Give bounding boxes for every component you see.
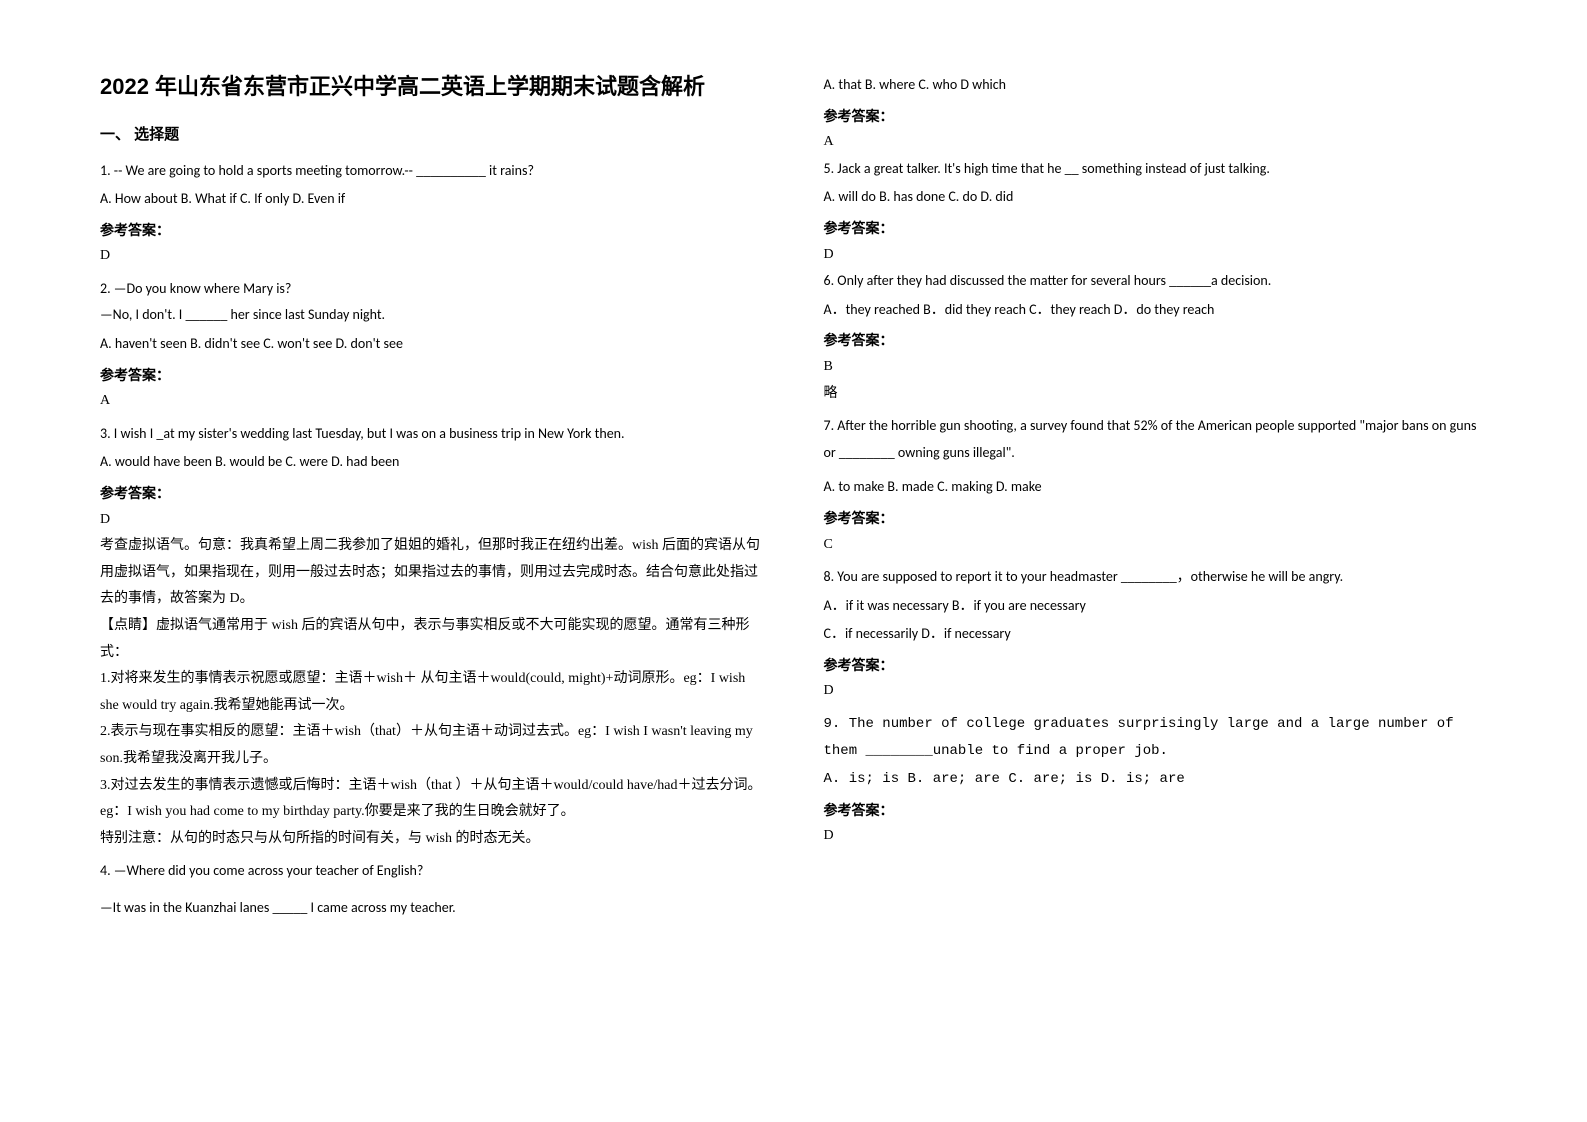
q8-answer: D: [824, 678, 1488, 705]
q2-options: A. haven't seen B. didn't see C. won't s…: [100, 331, 764, 358]
q4-line1: 4. —Where did you come across your teach…: [100, 858, 764, 885]
q7-answer: C: [824, 532, 1488, 559]
answer-label: 参考答案：: [824, 327, 1488, 354]
q1-text: 1. -- We are going to hold a sports meet…: [100, 158, 764, 185]
q5-options: A. will do B. has done C. do D. did: [824, 184, 1488, 211]
q9-options: A. is; is B. are; are C. are; is D. is; …: [824, 766, 1488, 793]
answer-label: 参考答案：: [824, 215, 1488, 242]
q1-options: A. How about B. What if C. If only D. Ev…: [100, 186, 764, 213]
q3-explain-4: 2.表示与现在事实相反的愿望：主语＋wish（that）＋从句主语＋动词过去式。…: [100, 719, 764, 772]
q4-line2: —It was in the Kuanzhai lanes _____ I ca…: [100, 895, 764, 922]
answer-label: 参考答案：: [100, 480, 764, 507]
q6-options: A．they reached B．did they reach C．they r…: [824, 297, 1488, 324]
answer-label: 参考答案：: [824, 652, 1488, 679]
q3-explain-1: 考查虚拟语气。句意：我真希望上周二我参加了姐姐的婚礼，但那时我正在纽约出差。wi…: [100, 533, 764, 613]
right-column: A. that B. where C. who D which 参考答案： A …: [824, 70, 1488, 922]
q6-lue: 略: [824, 381, 1488, 408]
section-header: 一、 选择题: [100, 121, 764, 150]
q3-options: A. would have been B. would be C. were D…: [100, 449, 764, 476]
q9-text: 9. The number of college graduates surpr…: [824, 711, 1488, 764]
answer-label: 参考答案：: [824, 505, 1488, 532]
q6-answer: B: [824, 354, 1488, 381]
q7-text: 7. After the horrible gun shooting, a su…: [824, 413, 1488, 466]
q4-options: A. that B. where C. who D which: [824, 72, 1488, 99]
q3-answer: D: [100, 507, 764, 534]
q8-options-1: A．if it was necessary B．if you are neces…: [824, 593, 1488, 620]
q3-explain-2: 【点睛】虚拟语气通常用于 wish 后的宾语从句中，表示与事实相反或不大可能实现…: [100, 613, 764, 666]
q3-explain-3: 1.对将来发生的事情表示祝愿或愿望：主语＋wish＋ 从句主语＋would(co…: [100, 666, 764, 719]
answer-label: 参考答案：: [824, 103, 1488, 130]
q5-answer: D: [824, 242, 1488, 269]
page-container: 2022 年山东省东营市正兴中学高二英语上学期期末试题含解析 一、 选择题 1.…: [0, 0, 1587, 962]
answer-label: 参考答案：: [100, 217, 764, 244]
q9-answer: D: [824, 823, 1488, 850]
q5-text: 5. Jack a great talker. It's high time t…: [824, 156, 1488, 183]
left-column: 2022 年山东省东营市正兴中学高二英语上学期期末试题含解析 一、 选择题 1.…: [100, 70, 764, 922]
answer-label: 参考答案：: [824, 797, 1488, 824]
q8-options-2: C．if necessarily D．if necessary: [824, 621, 1488, 648]
q8-text: 8. You are supposed to report it to your…: [824, 564, 1488, 591]
q4-answer: A: [824, 129, 1488, 156]
q3-text: 3. I wish I _at my sister's wedding last…: [100, 421, 764, 448]
q3-explain-6: 特别注意：从句的时态只与从句所指的时间有关，与 wish 的时态无关。: [100, 826, 764, 853]
q2-line1: 2. —Do you know where Mary is?: [100, 276, 764, 303]
q2-line2: —No, I don't. I ______ her since last Su…: [100, 302, 764, 329]
q6-text: 6. Only after they had discussed the mat…: [824, 268, 1488, 295]
q3-explain-5: 3.对过去发生的事情表示遗憾或后悔时：主语＋wish（that ）＋从句主语＋w…: [100, 773, 764, 826]
q7-options: A. to make B. made C. making D. make: [824, 474, 1488, 501]
doc-title: 2022 年山东省东营市正兴中学高二英语上学期期末试题含解析: [100, 70, 764, 103]
q2-answer: A: [100, 388, 764, 415]
answer-label: 参考答案：: [100, 362, 764, 389]
q1-answer: D: [100, 243, 764, 270]
